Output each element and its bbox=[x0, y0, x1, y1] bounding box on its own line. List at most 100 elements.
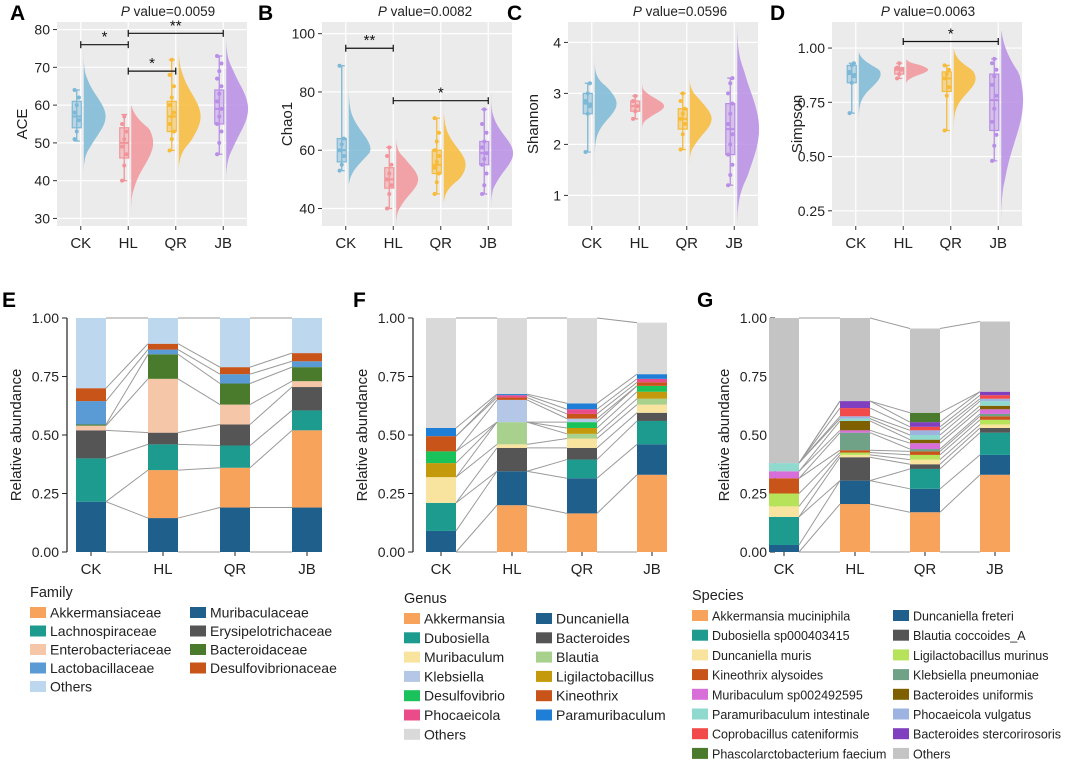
bar-segment bbox=[637, 391, 667, 399]
alluvial-link bbox=[939, 474, 981, 513]
data-point-jb bbox=[480, 162, 485, 167]
data-point-qr bbox=[678, 147, 683, 152]
legend-swatch bbox=[692, 669, 708, 681]
y-tick-label: 60 bbox=[299, 142, 315, 158]
data-point-jb bbox=[217, 91, 222, 96]
data-point-ck bbox=[76, 118, 81, 123]
data-point-qr bbox=[944, 93, 949, 98]
bar-segment bbox=[567, 427, 597, 434]
legend-swatch bbox=[893, 728, 909, 740]
data-point-qr bbox=[167, 148, 172, 153]
bar-segment bbox=[292, 361, 322, 368]
bar-segment bbox=[980, 419, 1010, 425]
alluvial-link bbox=[105, 378, 149, 426]
data-point-qr bbox=[942, 63, 947, 68]
x-tick-label-ck: CK bbox=[70, 235, 91, 252]
legend-label: Desulfovibrio bbox=[424, 688, 505, 704]
alluvial-link bbox=[105, 429, 149, 434]
data-point-ck bbox=[585, 111, 590, 116]
data-point-qr bbox=[432, 116, 437, 121]
y-tick-label: 0.75 bbox=[798, 94, 825, 110]
x-tick-label-hl: HL bbox=[384, 235, 403, 252]
data-point-hl bbox=[385, 177, 390, 182]
violin-jb bbox=[737, 27, 760, 221]
bar-segment bbox=[220, 374, 250, 384]
bar-segment bbox=[567, 447, 597, 460]
panel-title: P value=0.0063 bbox=[881, 4, 975, 19]
bar-segment bbox=[220, 507, 250, 552]
alluvial-link bbox=[455, 421, 498, 464]
data-point-qr bbox=[436, 154, 441, 159]
x-tick-label-jb: JB bbox=[214, 235, 232, 252]
legend-label: Erysipelotrichaceae bbox=[210, 623, 332, 639]
legend: Species Akkermansia muciniphila Duncaniell… bbox=[692, 588, 1061, 760]
alluvial-link bbox=[526, 421, 568, 429]
bar-segment bbox=[567, 478, 597, 514]
x-tick-label-ck: CK bbox=[581, 235, 602, 252]
legend-swatch bbox=[692, 728, 708, 740]
title-rest: value=0.0596 bbox=[642, 4, 727, 19]
alluvial-link bbox=[249, 380, 293, 406]
data-point-ck bbox=[72, 88, 77, 92]
bar-segment bbox=[567, 438, 597, 448]
data-point-hl bbox=[120, 122, 125, 126]
data-point-ck bbox=[847, 69, 852, 74]
alluvial-link bbox=[105, 501, 149, 519]
y-tick-label: 3 bbox=[553, 85, 561, 101]
legend-label: Duncaniella freteri bbox=[913, 610, 1014, 624]
data-point-ck bbox=[847, 111, 852, 116]
legend-title: Family bbox=[30, 585, 73, 601]
x-tick-label-ck: CK bbox=[845, 235, 866, 252]
data-point-hl bbox=[122, 137, 127, 142]
data-point-qr bbox=[167, 122, 172, 126]
alluvial-link bbox=[249, 352, 293, 368]
bar-segment bbox=[840, 452, 870, 455]
violin-jb bbox=[1001, 30, 1024, 222]
legend-label: Enterobacteriaceae bbox=[50, 642, 172, 658]
panel-e: E 0.00 0.25 0.50 0.75 1.00 Relative abundance C… bbox=[2, 289, 337, 695]
data-point-qr bbox=[171, 129, 176, 134]
y-tick-label: 0.00 bbox=[740, 544, 767, 560]
data-point-jb bbox=[992, 56, 997, 61]
data-point-qr bbox=[436, 130, 441, 135]
bar-segment bbox=[980, 391, 1010, 396]
alluvial-link bbox=[249, 410, 293, 446]
bar-segment bbox=[910, 328, 940, 413]
legend-swatch bbox=[893, 688, 909, 700]
legend-swatch bbox=[692, 708, 708, 720]
data-point-qr bbox=[680, 132, 685, 137]
alluvial-link bbox=[105, 443, 149, 459]
x-tick-label-qr: QR bbox=[676, 235, 699, 252]
bar-segment bbox=[769, 493, 799, 507]
legend-label: Phocaeicola vulgatus bbox=[913, 708, 1031, 722]
data-point-qr bbox=[169, 57, 174, 62]
legend-swatch bbox=[692, 649, 708, 661]
panel-title: P value=0.0059 bbox=[121, 4, 215, 19]
bar-segment bbox=[426, 318, 456, 428]
x-tick-label-qr: QR bbox=[224, 561, 247, 578]
title-rest: value=0.0082 bbox=[387, 4, 472, 19]
violin-ck bbox=[348, 33, 371, 186]
alluvial-link bbox=[455, 393, 498, 429]
bar-segment bbox=[148, 432, 178, 445]
alluvial-link bbox=[455, 394, 498, 437]
bar-segment bbox=[910, 488, 940, 513]
panel-f: F 0.00 0.25 0.50 0.75 1.00 Relative abundance C… bbox=[353, 289, 667, 742]
legend-swatch bbox=[404, 670, 420, 682]
bar-segment bbox=[220, 445, 250, 468]
bar-segment bbox=[426, 427, 456, 437]
legend-swatch bbox=[692, 747, 708, 759]
data-point-jb bbox=[726, 91, 731, 96]
legend-swatch bbox=[404, 728, 420, 740]
violin-hl bbox=[396, 138, 419, 226]
box-ck bbox=[71, 100, 82, 129]
alluvial-link bbox=[177, 423, 221, 434]
data-point-qr bbox=[680, 91, 685, 96]
bar-segment bbox=[980, 413, 1010, 417]
legend-swatch bbox=[404, 613, 420, 624]
data-point-jb bbox=[728, 142, 733, 147]
alluvial-link bbox=[105, 354, 149, 425]
legend-label: Bacteroides stercorirosoris bbox=[913, 728, 1061, 742]
legend-label: Akkermansiaceae bbox=[50, 605, 161, 621]
y-axis-label: Chao1 bbox=[279, 102, 296, 146]
